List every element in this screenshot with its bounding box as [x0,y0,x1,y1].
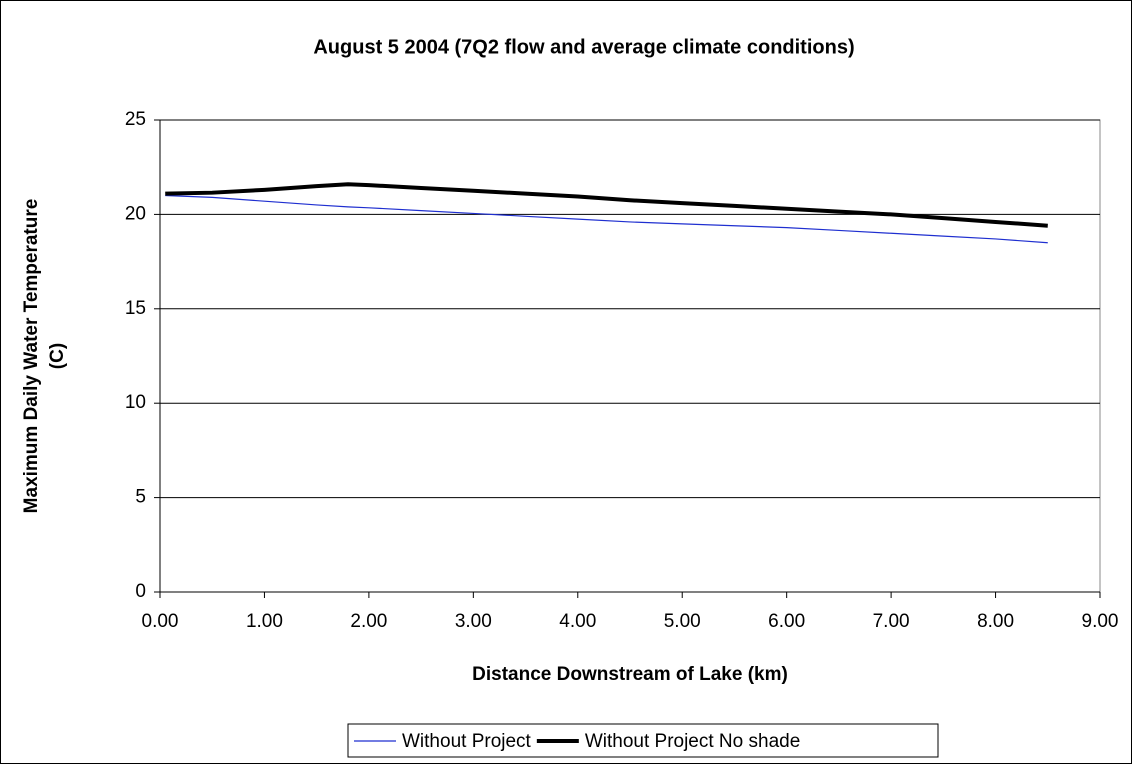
legend-label: Without Project No shade [585,731,800,752]
chart-title: August 5 2004 (7Q2 flow and average clim… [313,36,854,58]
y-tick-label: 25 [125,109,146,130]
y-axis-label: Maximum Daily Water Temperature [21,199,42,514]
y-tick-label: 0 [135,581,146,602]
x-tick-label: 2.00 [350,611,387,632]
x-tick-label: 4.00 [559,611,596,632]
y-tick-label: 10 [125,392,146,413]
legend-label: Without Project [402,731,532,752]
y-tick-label: 15 [125,298,146,319]
x-tick-label: 8.00 [977,611,1014,632]
x-tick-label: 3.00 [455,611,492,632]
plot-area [159,119,1101,593]
x-tick-label: 1.00 [246,611,283,632]
x-tick-label: 9.00 [1082,611,1119,632]
x-tick-label: 5.00 [664,611,701,632]
y-axis-label: (C) [47,343,68,369]
x-tick-label: 0.00 [142,611,179,632]
x-axis-label: Distance Downstream of Lake (km) [472,664,788,685]
series-line [165,194,1048,244]
x-tick-label: 6.00 [768,611,805,632]
y-tick-label: 5 [135,487,146,508]
legend-box [347,723,939,758]
y-tick-label: 20 [125,203,146,224]
series-line [165,182,1048,228]
x-tick-label: 7.00 [873,611,910,632]
